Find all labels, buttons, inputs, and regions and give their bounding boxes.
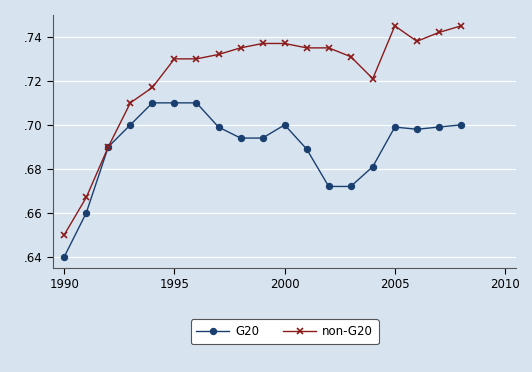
- G20: [260, 136, 266, 140]
- G20: [105, 145, 112, 149]
- G20: [326, 184, 332, 189]
- G20: [370, 164, 376, 169]
- G20: [237, 136, 244, 140]
- G20: [436, 125, 442, 129]
- Line: non-G20: non-G20: [61, 22, 464, 238]
- G20: [414, 127, 420, 131]
- non-G20: [370, 76, 376, 81]
- Legend: G20, non-G20: G20, non-G20: [190, 319, 379, 344]
- non-G20: [105, 145, 112, 149]
- G20: [149, 101, 155, 105]
- non-G20: [436, 30, 442, 35]
- G20: [281, 123, 288, 127]
- non-G20: [281, 41, 288, 46]
- non-G20: [347, 54, 354, 59]
- G20: [458, 123, 464, 127]
- non-G20: [83, 195, 89, 200]
- G20: [171, 101, 178, 105]
- G20: [303, 147, 310, 151]
- non-G20: [326, 46, 332, 50]
- non-G20: [414, 39, 420, 44]
- non-G20: [171, 57, 178, 61]
- G20: [127, 123, 134, 127]
- non-G20: [193, 57, 200, 61]
- non-G20: [149, 85, 155, 90]
- non-G20: [458, 24, 464, 28]
- G20: [193, 101, 200, 105]
- G20: [215, 125, 222, 129]
- non-G20: [61, 232, 68, 237]
- G20: [83, 211, 89, 215]
- Line: G20: G20: [61, 100, 464, 260]
- G20: [392, 125, 398, 129]
- non-G20: [237, 46, 244, 50]
- non-G20: [127, 101, 134, 105]
- G20: [347, 184, 354, 189]
- non-G20: [215, 52, 222, 57]
- G20: [61, 254, 68, 259]
- non-G20: [303, 46, 310, 50]
- non-G20: [392, 24, 398, 28]
- non-G20: [260, 41, 266, 46]
